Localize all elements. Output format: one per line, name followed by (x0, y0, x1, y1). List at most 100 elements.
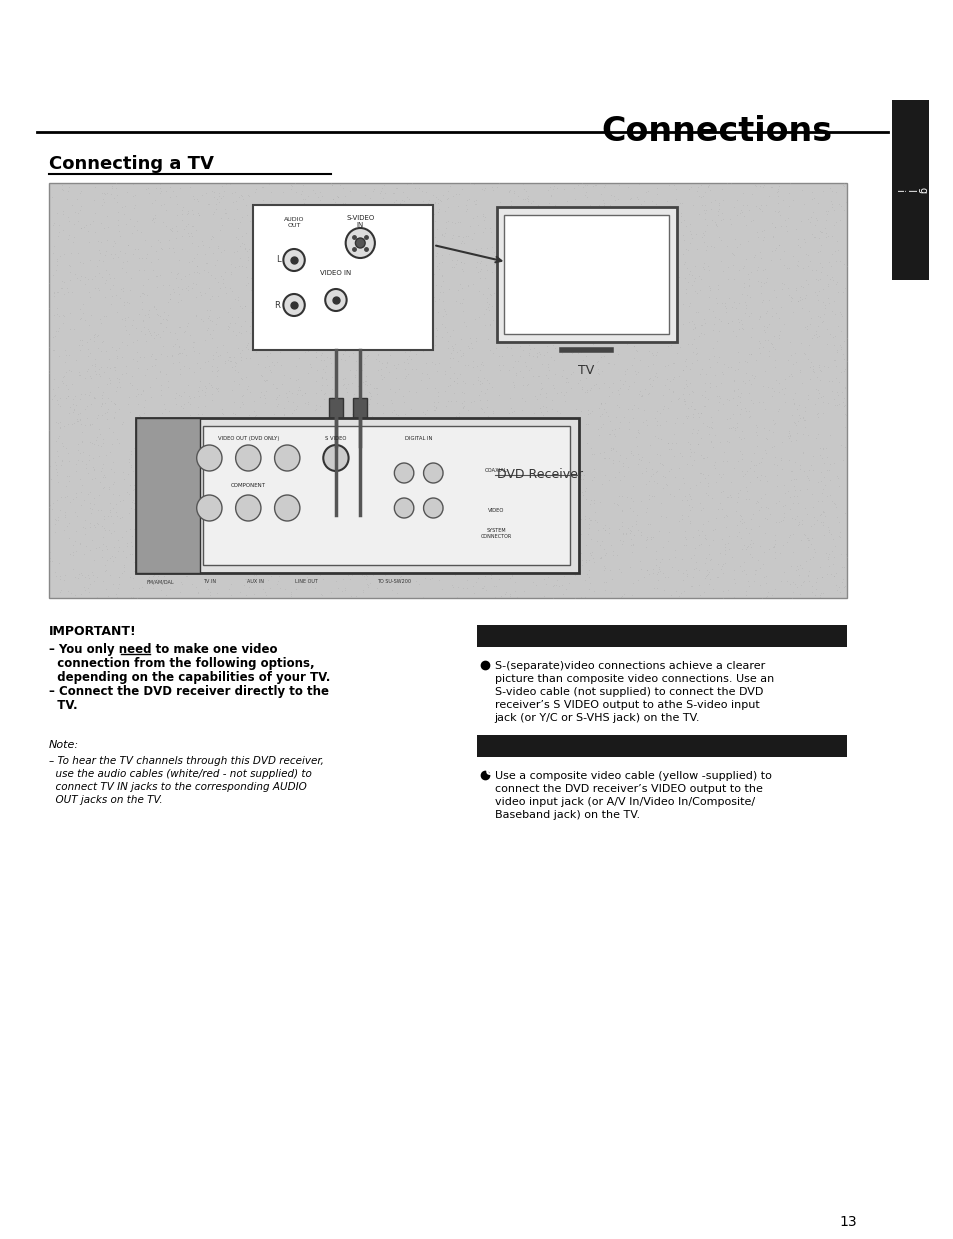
Point (648, 285, 663, 305)
Point (553, 221, 568, 240)
Point (162, 580, 177, 600)
Point (357, 332, 373, 352)
Point (221, 317, 236, 337)
Point (77, 524, 92, 544)
Point (320, 292, 335, 312)
Point (132, 406, 148, 426)
Point (839, 256, 854, 276)
Point (657, 357, 672, 377)
Point (482, 492, 497, 512)
Point (224, 307, 239, 327)
Point (127, 185, 142, 204)
Point (393, 539, 408, 559)
Point (707, 508, 722, 528)
Point (556, 463, 571, 483)
Point (756, 273, 771, 292)
Point (348, 494, 363, 514)
Point (545, 330, 560, 349)
Point (130, 330, 145, 349)
Point (427, 291, 442, 311)
Point (258, 370, 274, 390)
Point (323, 582, 338, 602)
Point (752, 575, 767, 595)
Point (489, 408, 504, 427)
Point (58, 506, 73, 525)
Point (541, 177, 557, 197)
Point (186, 204, 201, 224)
Point (91, 486, 106, 506)
Point (559, 533, 575, 553)
Point (362, 383, 377, 403)
Point (294, 424, 309, 444)
Point (392, 420, 407, 440)
Point (328, 510, 343, 530)
Point (285, 196, 300, 216)
Point (97, 245, 112, 265)
Point (653, 311, 668, 331)
Point (166, 564, 181, 584)
Point (626, 265, 641, 285)
Point (156, 420, 172, 440)
Text: COAXIAL: COAXIAL (485, 468, 507, 473)
Point (99, 357, 114, 377)
Point (468, 331, 483, 351)
Point (323, 173, 338, 193)
Point (107, 394, 122, 414)
Point (779, 571, 794, 591)
Point (539, 549, 555, 569)
Point (49, 282, 64, 302)
Point (434, 540, 449, 560)
Point (42, 420, 57, 440)
Point (337, 351, 353, 370)
Point (337, 341, 353, 361)
Point (760, 539, 776, 559)
Point (327, 254, 342, 274)
Point (106, 357, 121, 377)
Point (818, 209, 833, 229)
Point (169, 204, 184, 224)
Point (527, 519, 542, 539)
Point (306, 300, 321, 320)
Point (632, 380, 647, 400)
Point (674, 294, 689, 313)
Point (363, 470, 378, 489)
Point (236, 576, 252, 596)
Point (273, 579, 288, 598)
Point (767, 512, 782, 532)
Point (208, 198, 223, 218)
Point (559, 497, 575, 517)
Point (327, 401, 342, 421)
Point (342, 182, 357, 202)
Point (302, 434, 317, 453)
Point (95, 534, 111, 554)
Point (642, 302, 658, 322)
Point (528, 415, 543, 435)
Point (820, 393, 835, 413)
Point (209, 250, 224, 270)
Point (538, 336, 554, 356)
Point (384, 571, 399, 591)
Point (726, 245, 741, 265)
Point (139, 359, 154, 379)
Point (488, 421, 503, 441)
Point (132, 405, 147, 425)
Point (228, 326, 243, 346)
Point (274, 528, 290, 548)
Point (303, 209, 318, 229)
Point (223, 263, 238, 282)
Point (735, 183, 750, 203)
Point (559, 192, 575, 212)
Point (274, 374, 289, 394)
Point (829, 382, 844, 401)
Point (740, 370, 756, 390)
Point (621, 377, 637, 396)
Point (124, 587, 139, 607)
Point (646, 326, 661, 346)
Point (274, 466, 289, 486)
Point (155, 302, 171, 322)
Point (361, 507, 376, 527)
Point (157, 467, 172, 487)
Point (216, 181, 232, 201)
Point (775, 496, 790, 515)
Point (267, 492, 282, 512)
